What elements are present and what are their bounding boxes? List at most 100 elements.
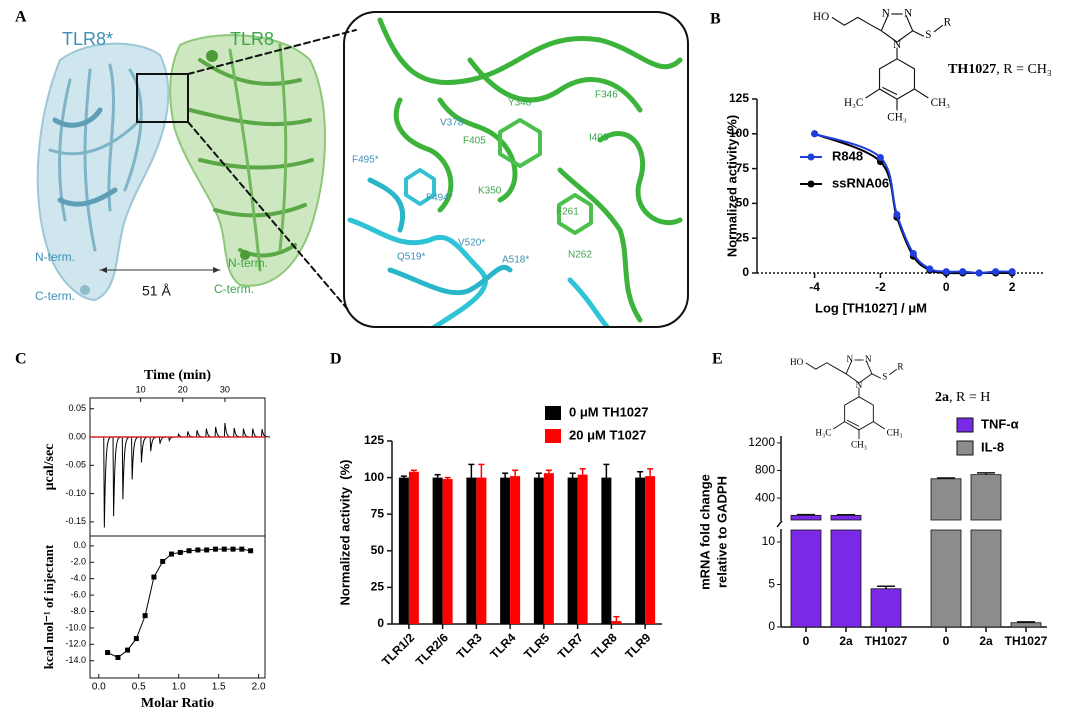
overview-label: N-term. [228, 256, 268, 270]
x-tick-label: 1.0 [172, 682, 186, 693]
bar [790, 529, 822, 628]
overview-label: TLR8 [230, 29, 274, 49]
inset-label: I403 [589, 133, 609, 144]
bar [635, 477, 646, 624]
y-tick-label: -4.0 [70, 573, 86, 583]
data-point [1008, 268, 1016, 276]
error-bar [877, 585, 895, 589]
legend-swatch [545, 429, 561, 443]
injection-peak [260, 429, 271, 438]
inset-label: Y348 [508, 98, 532, 109]
error-bar [647, 468, 654, 477]
data-point [811, 130, 819, 138]
error-bar [478, 463, 485, 478]
error-bar [468, 463, 475, 478]
bar [398, 477, 409, 624]
bar [500, 477, 511, 624]
y-tick-label: 400 [755, 490, 775, 504]
error-bar [937, 477, 955, 479]
y-tick-label: -0.10 [65, 488, 86, 498]
inset-label: V378 [440, 118, 464, 129]
atom-label: HO [813, 11, 829, 23]
error-bar [535, 472, 542, 478]
inset-label: F346 [595, 90, 618, 101]
atom-label: HO [790, 357, 804, 367]
bar [442, 479, 453, 624]
compound-name: TH1027 [948, 62, 996, 77]
bar [970, 474, 1002, 521]
data-point [212, 546, 218, 552]
inset-label: F495* [352, 155, 379, 166]
inset-label: Q519* [397, 252, 425, 263]
x-tick-label: 0.5 [132, 682, 146, 693]
y-tick-label: 25 [371, 580, 385, 594]
y-tick-label: 0 [768, 619, 775, 633]
bond [873, 421, 886, 430]
y-tick-label: -0.05 [65, 460, 86, 470]
y-tick-label: 125 [729, 91, 749, 105]
y-tick-label: 100 [364, 470, 384, 484]
x-tick-label: TH1027 [865, 634, 908, 648]
legend-label: TNF-α [981, 416, 1019, 431]
bar [830, 529, 862, 628]
data-point [221, 546, 227, 552]
y-tick-label: -0.15 [65, 516, 86, 526]
inset-label: F405 [463, 136, 486, 147]
inset-label: N262 [568, 250, 592, 261]
compound-substituent: , R = CH₃ [996, 62, 1052, 77]
y-axis-label: Normalized activity (%) [337, 460, 352, 606]
x-tick-label: -4 [809, 280, 820, 294]
legend-marker [807, 153, 815, 161]
error-bar [1017, 621, 1035, 623]
bar [510, 476, 521, 624]
legend-swatch [545, 406, 561, 420]
overview-label: N-term. [35, 250, 75, 264]
bar [930, 529, 962, 628]
bond [865, 88, 880, 99]
x-tick-label: 2 [1009, 280, 1016, 294]
bar [466, 477, 477, 624]
error-bar [444, 476, 451, 480]
y-axis-label: relative to GADPH [714, 476, 729, 588]
overview-label: 51 Å [142, 283, 171, 299]
x-tick-label: 30 [220, 384, 230, 394]
legend-label: IL-8 [981, 439, 1004, 454]
x-axis-label: Time (min) [144, 368, 211, 383]
bond [846, 419, 860, 427]
panel-label: D [330, 351, 342, 368]
y-tick-label: 0 [742, 265, 749, 279]
error-bar [410, 469, 417, 472]
atom-label: CH₃ [887, 428, 903, 438]
data-point [942, 268, 950, 276]
compound-caption: TH1027, R = CH₃ [948, 62, 1052, 77]
y-tick-label: -10.0 [65, 622, 86, 632]
legend-label: 20 μM T1027 [569, 427, 646, 442]
atom-label: S [882, 372, 887, 382]
error-bar [545, 469, 552, 474]
atom-label: N [856, 380, 863, 390]
panel-label: C [15, 351, 27, 368]
bond [880, 14, 889, 32]
atom-label: CH₃ [931, 97, 951, 109]
inset-label: K350 [478, 186, 502, 197]
bar [1010, 622, 1042, 628]
bond [905, 14, 914, 32]
legend-marker [807, 180, 815, 188]
data-point [230, 546, 236, 552]
data-point [115, 654, 121, 660]
x-tick-label: 2.0 [252, 682, 266, 693]
y-tick-label: -2.0 [70, 557, 86, 567]
error-bar [977, 472, 995, 475]
bar [543, 473, 554, 624]
y-tick-label: 1200 [748, 435, 775, 449]
panel-label: A [15, 9, 27, 26]
data-point [876, 153, 884, 161]
x-axis-label: Log [TH1027] / μM [815, 300, 927, 315]
data-point [133, 636, 139, 642]
error-bar [512, 469, 519, 477]
error-bar [797, 513, 815, 516]
bond [880, 30, 898, 43]
bond [831, 16, 882, 32]
y-tick-label: 0 [377, 616, 384, 630]
bar [601, 477, 612, 624]
